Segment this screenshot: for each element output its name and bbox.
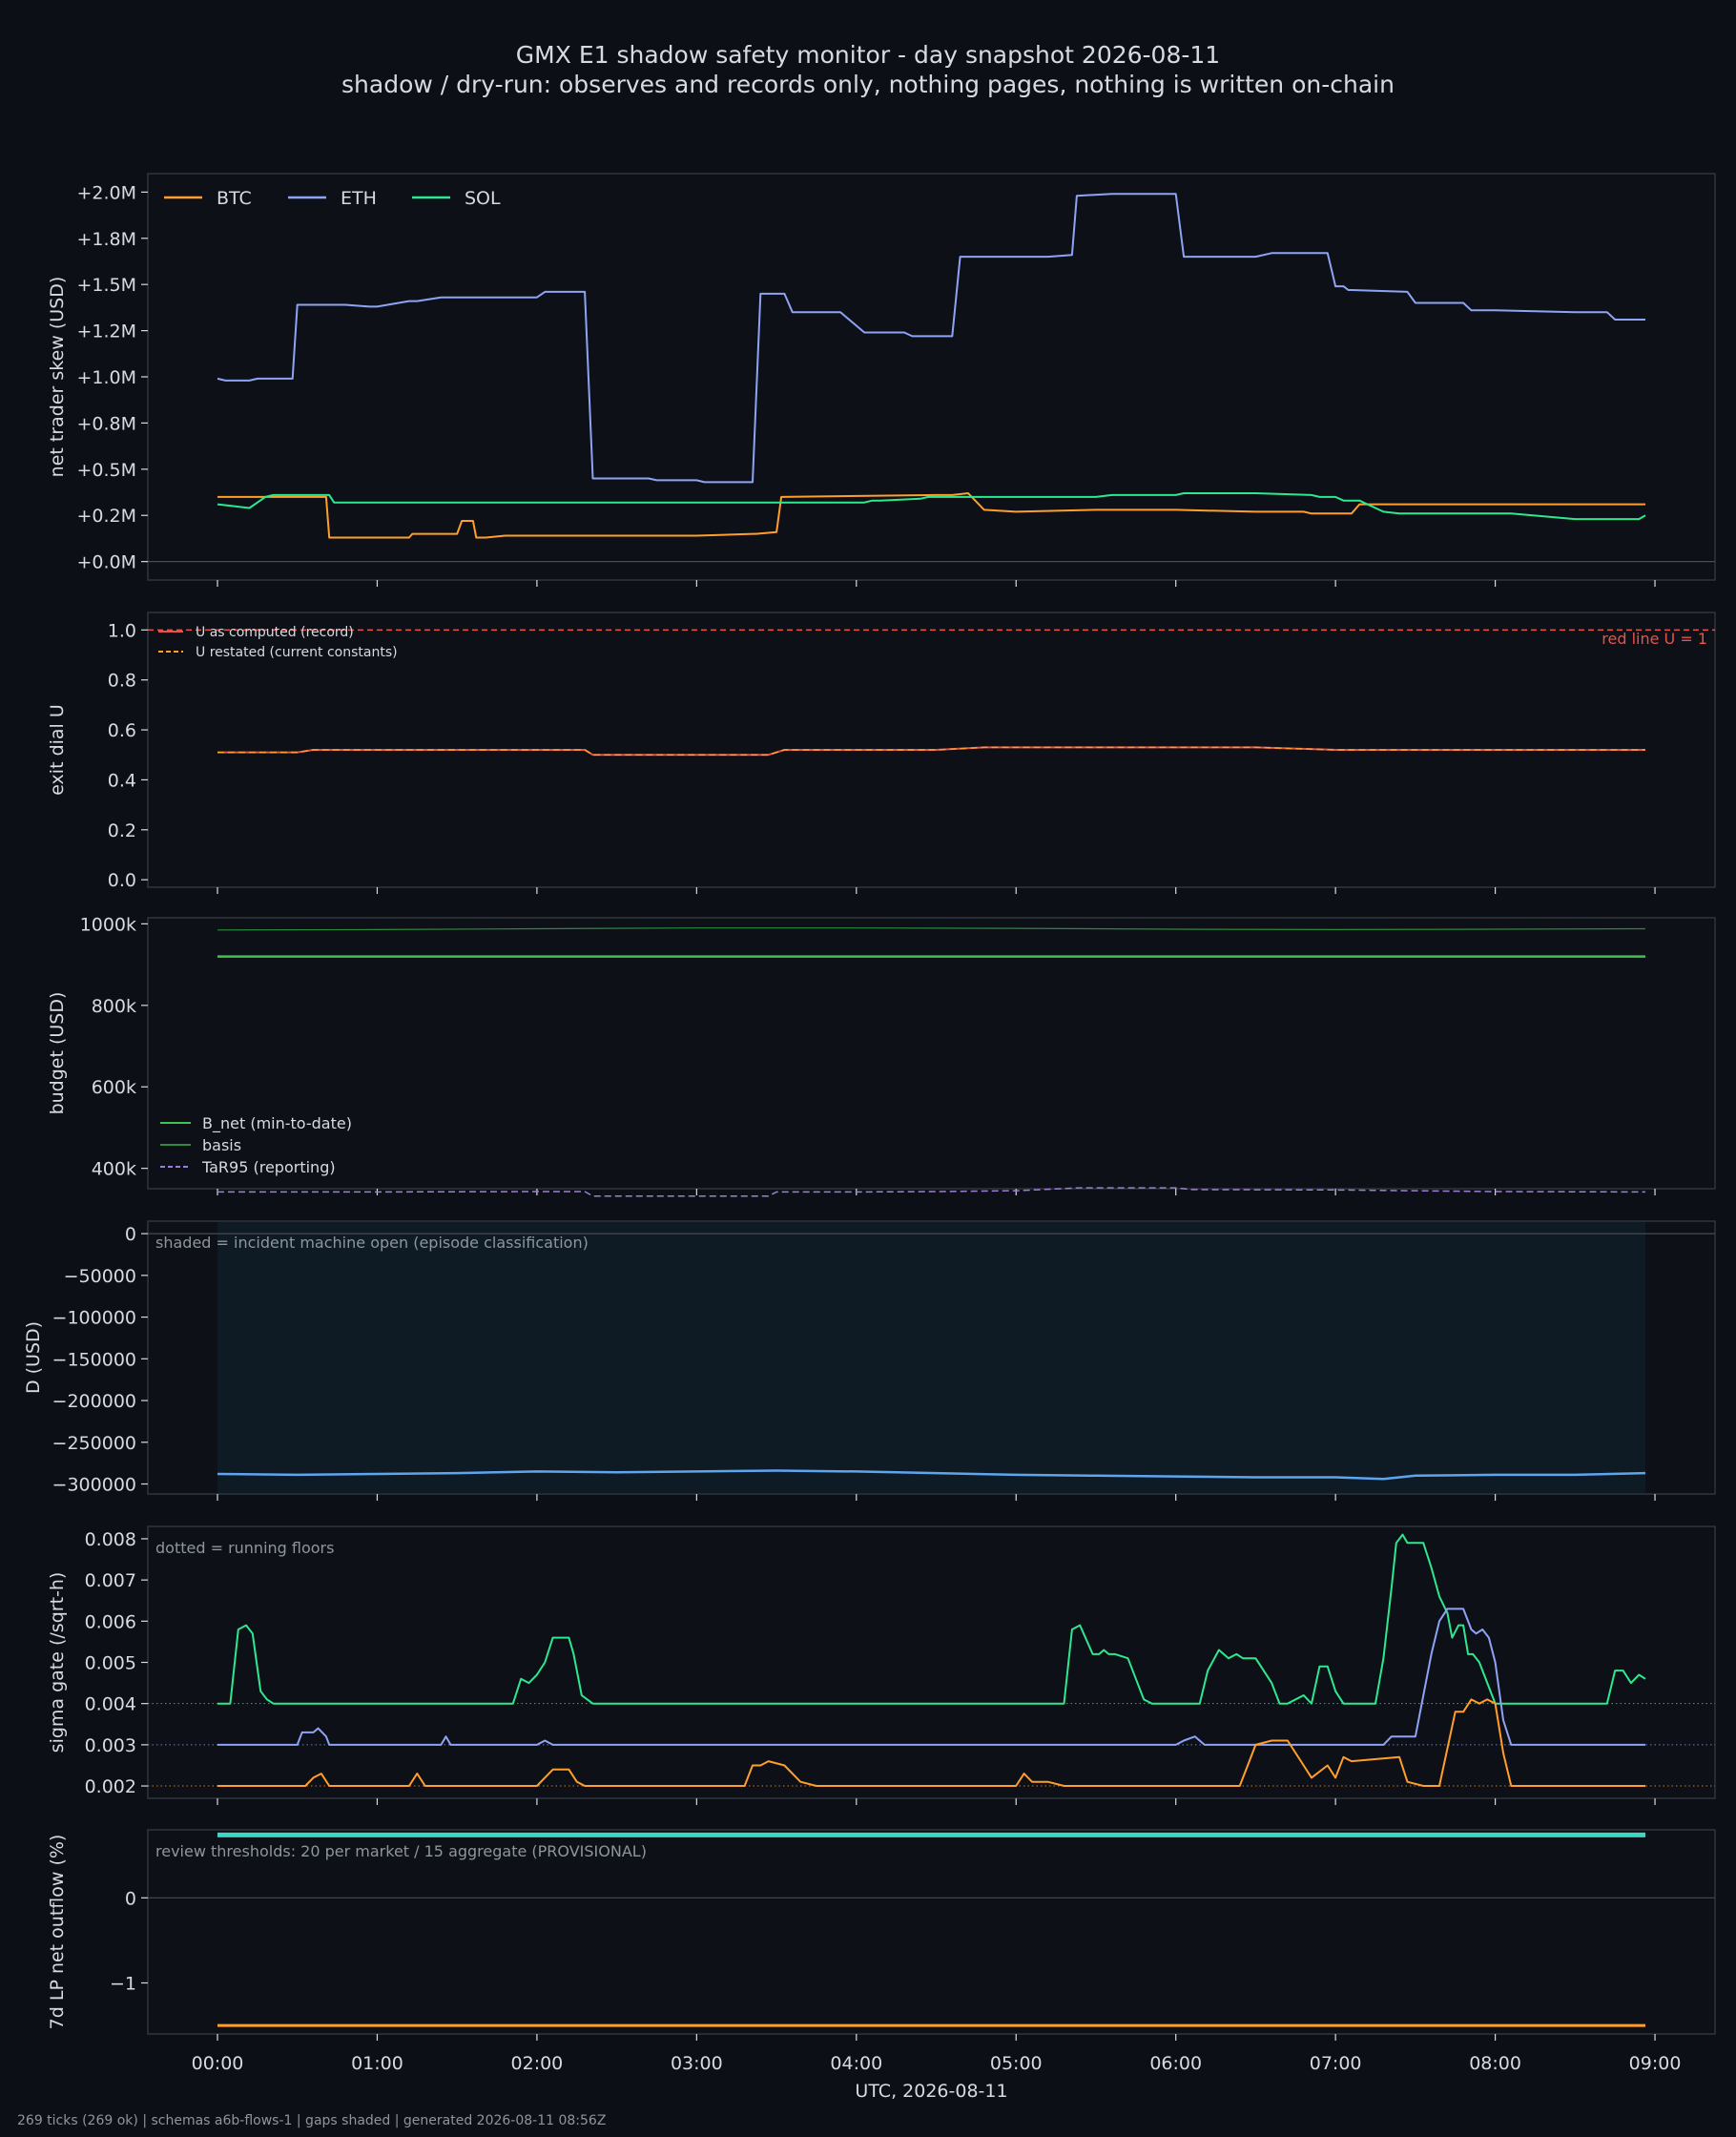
series-line-eth (217, 193, 1645, 484)
y-tick-label: 0.4 (108, 770, 136, 791)
x-tick-label: 01:00 (351, 2053, 403, 2074)
y-tick-label: +2.0M (76, 182, 136, 203)
series-line-sol (217, 492, 1646, 521)
panel-annotation: shaded = incident machine open (episode … (155, 1234, 589, 1252)
panel-1: +0.0M +0.2M +0.5M +0.8M +1.0M +1.2M +1.5M +1.8M… (47, 173, 1716, 587)
legend-label: basis (202, 1136, 241, 1154)
figure-footer: 269 ticks (269 ok) | schemas a6b-flows-1… (17, 2113, 607, 2128)
panel-5: 0.002 0.003 0.004 0.005 0.006 0.007 0.008 sigma… (47, 1525, 1716, 1805)
y-tick-label: 800k (92, 996, 136, 1017)
y-tick-label: −1 (110, 1974, 136, 1995)
y-tick-label: 0.6 (108, 720, 136, 741)
legend-label: BTC (217, 188, 252, 209)
y-tick-label: +0.5M (76, 460, 136, 481)
y-tick-label: 0.2 (108, 820, 136, 841)
y-tick-label: +1.5M (76, 275, 136, 296)
y-axis-label: net trader skew (USD) (47, 277, 68, 478)
y-tick-label: 400k (92, 1159, 136, 1180)
y-axis-label: exit dial U (47, 704, 68, 796)
y-axis-label: budget (USD) (47, 992, 68, 1115)
y-tick-label: −200000 (52, 1391, 136, 1412)
y-tick-label: 1000k (80, 914, 136, 935)
panel-4: 0 −50000 −100000 −150000 −200000 −250000 −3000… (23, 1220, 1716, 1501)
y-tick-label: −300000 (52, 1475, 136, 1496)
y-tick-label: −250000 (52, 1433, 136, 1454)
y-tick-label: 0.005 (85, 1653, 136, 1674)
legend-label: B_net (min-to-date) (202, 1114, 352, 1133)
x-tick-label: 08:00 (1469, 2053, 1521, 2074)
panel-frame (147, 1525, 1716, 1799)
series-line-btc (217, 492, 1645, 539)
series-line-btc (217, 1698, 1645, 1787)
y-tick-label: 600k (92, 1077, 136, 1098)
y-tick-label: 0.8 (108, 671, 136, 692)
y-tick-label: 0.008 (85, 1529, 136, 1550)
legend-label: ETH (341, 188, 377, 209)
y-tick-label: +1.8M (76, 229, 136, 250)
panel-annotation: dotted = running floors (155, 1539, 334, 1557)
x-axis-label: UTC, 2026-08-11 (855, 2081, 1007, 2102)
x-tick-label: 04:00 (830, 2053, 882, 2074)
x-tick-label: 03:00 (671, 2053, 723, 2074)
series-line-eth (217, 1608, 1645, 1746)
series-line-sol (217, 1533, 1646, 1705)
legend-label: TaR95 (reporting) (201, 1158, 336, 1176)
figure-title: GMX E1 shadow safety monitor - day snaps… (515, 41, 1221, 69)
y-axis-label: 7d LP net outflow (%) (47, 1835, 68, 2030)
y-tick-label: 0.004 (85, 1694, 136, 1715)
x-tick-label: 07:00 (1310, 2053, 1362, 2074)
panel-annotation: review thresholds: 20 per market / 15 ag… (155, 1842, 647, 1860)
legend-label: SOL (465, 188, 501, 209)
panel-6: 0 −1 7d LP net outflow (%) review threshold… (47, 1829, 1716, 2041)
figure-subtitle: shadow / dry-run: observes and records o… (341, 71, 1395, 98)
y-tick-label: +1.2M (76, 322, 136, 342)
y-tick-label: −50000 (64, 1266, 136, 1287)
y-tick-label: +0.2M (76, 506, 136, 527)
x-tick-label: 06:00 (1149, 2053, 1202, 2074)
red-line-annotation: red line U = 1 (1602, 630, 1707, 648)
x-tick-label: 09:00 (1629, 2053, 1682, 2074)
y-tick-label: 0.006 (85, 1611, 136, 1632)
y-tick-label: −150000 (52, 1349, 136, 1370)
panel-3: 400k 600k 800k 1000k budget (USD) B_net (min-… (47, 914, 1716, 1197)
panel-frame (147, 1829, 1716, 2035)
series-line-u-restated-current-constants- (217, 746, 1645, 756)
y-tick-label: 0 (125, 1224, 136, 1245)
y-tick-label: 0 (125, 1888, 136, 1909)
legend-label: U as computed (record) (196, 625, 354, 640)
panel-frame (147, 173, 1716, 581)
y-tick-label: 0.0 (108, 870, 136, 891)
y-tick-label: 0.003 (85, 1735, 136, 1756)
y-tick-label: +0.0M (76, 552, 136, 573)
y-tick-label: 0.002 (85, 1776, 136, 1797)
y-tick-label: −100000 (52, 1308, 136, 1329)
panel-frame (147, 917, 1716, 1190)
series-line-d (217, 1469, 1646, 1481)
y-tick-label: 1.0 (108, 620, 136, 641)
y-tick-label: 0.007 (85, 1570, 136, 1591)
x-tick-label: 00:00 (192, 2053, 244, 2074)
y-tick-label: +0.8M (76, 413, 136, 434)
incident-shade (217, 1222, 1645, 1493)
panel-2: 0.0 0.2 0.4 0.6 0.8 1.0 exit dial U red line U … (47, 612, 1716, 894)
series-line-basis (217, 927, 1646, 931)
y-axis-label: sigma gate (/sqrt-h) (47, 1572, 68, 1753)
series-line-tar95-reporting- (217, 1187, 1646, 1197)
y-axis-label: D (USD) (23, 1321, 44, 1394)
x-tick-label: 02:00 (511, 2053, 564, 2074)
x-tick-label: 05:00 (990, 2053, 1043, 2074)
y-tick-label: +1.0M (76, 367, 136, 388)
legend-label: U restated (current constants) (196, 645, 398, 660)
